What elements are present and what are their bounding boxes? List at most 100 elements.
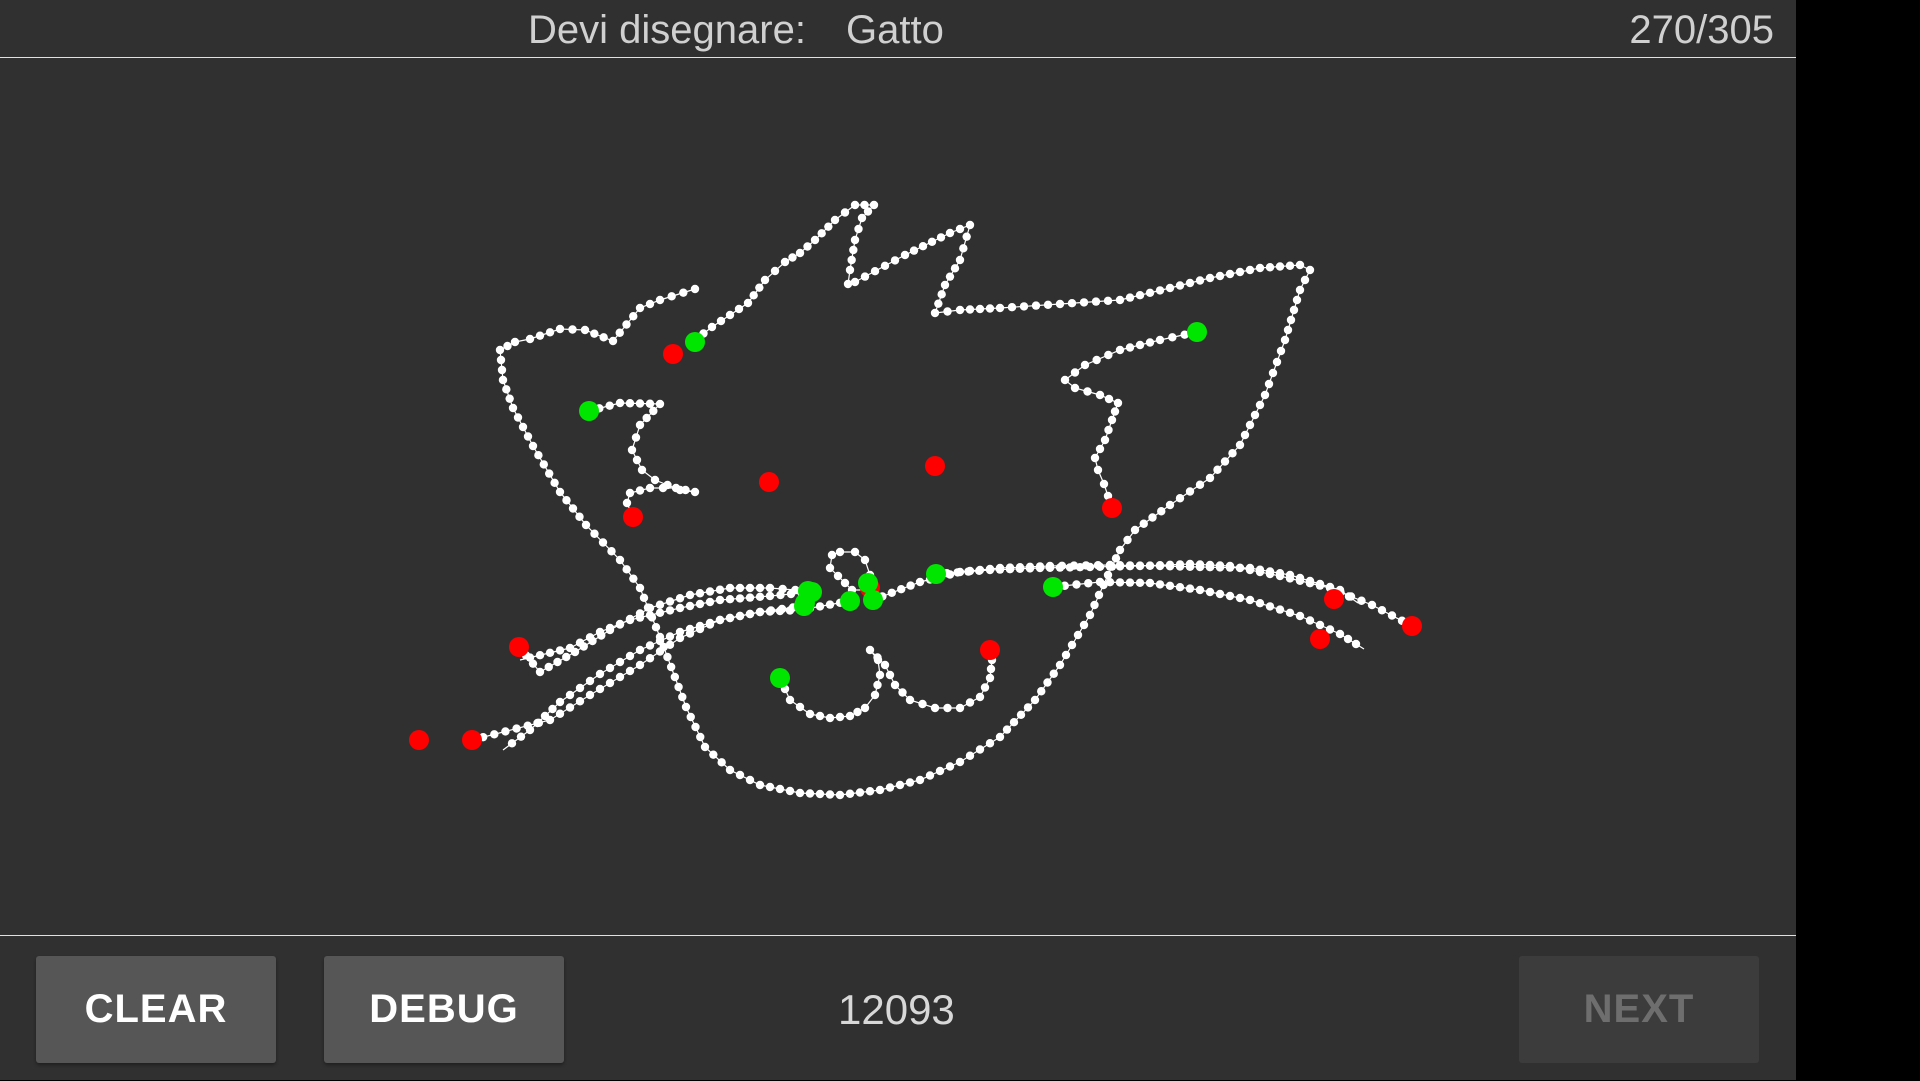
stroke-point [1265, 569, 1275, 579]
stroke-point [535, 667, 545, 677]
stroke-point [1095, 444, 1105, 454]
stroke-point [1005, 565, 1015, 574]
stroke-start-dot [840, 591, 860, 611]
stroke-point [1175, 583, 1185, 592]
stroke-point [965, 751, 975, 760]
stroke-point [1285, 574, 1295, 583]
stroke-point [598, 538, 608, 547]
stroke-point [1195, 585, 1205, 595]
stroke-point [1276, 346, 1286, 356]
stroke-point [508, 403, 518, 413]
stroke-point [1286, 315, 1296, 325]
stroke-point [715, 615, 725, 625]
stroke-line [518, 587, 809, 673]
stroke-point [497, 365, 507, 375]
stroke-start-dot [1043, 577, 1063, 597]
stroke-point [1145, 338, 1155, 347]
stroke-point [502, 385, 511, 394]
stroke-point [785, 606, 795, 615]
stroke-point [755, 592, 765, 601]
stroke-point [1325, 625, 1335, 634]
stroke-point [650, 475, 660, 485]
stroke-point [1255, 567, 1265, 577]
stroke-point [1157, 507, 1166, 516]
stroke-point [505, 394, 514, 403]
stroke-point [545, 648, 555, 657]
stroke-point [880, 660, 890, 670]
stroke-point [735, 611, 745, 621]
stroke-point [575, 697, 585, 706]
stroke-point [523, 432, 533, 441]
stroke-point [1009, 718, 1019, 727]
stroke-point [847, 255, 856, 265]
stroke-point [1079, 620, 1089, 630]
stroke-point [615, 398, 625, 408]
stroke-point [1235, 563, 1245, 573]
stroke-point [555, 697, 565, 707]
stroke-point [1135, 291, 1145, 300]
stroke-point [770, 266, 780, 276]
stroke-point [622, 498, 632, 508]
stroke-point [1090, 600, 1099, 610]
stroke-point [860, 703, 870, 713]
debug-button[interactable]: DEBUG [324, 956, 564, 1063]
stroke-point [625, 615, 635, 625]
whisker-left-4-stroke [471, 596, 855, 742]
stroke-point [615, 672, 625, 682]
stroke-point [667, 292, 676, 301]
stroke-point [655, 295, 665, 305]
stroke-point [1205, 587, 1215, 597]
stroke-point [1225, 561, 1235, 571]
stroke-point [1195, 480, 1205, 489]
stroke-point [765, 591, 775, 601]
stroke-point [1275, 571, 1285, 581]
stroke-point [715, 595, 725, 605]
stroke-point [1295, 611, 1305, 621]
stroke-point [725, 583, 735, 593]
stroke-point [873, 653, 882, 662]
stroke-point [1125, 578, 1135, 587]
stroke-point [1155, 335, 1165, 345]
stroke-point [1103, 296, 1113, 305]
footer-bar: CLEAR DEBUG 12093 NEXT [0, 935, 1796, 1081]
stroke-point [745, 775, 755, 785]
stroke-point [1165, 283, 1175, 293]
stroke-point [743, 298, 753, 308]
stroke-point [1135, 340, 1145, 350]
stroke-point [855, 788, 865, 797]
stroke-point [671, 483, 681, 493]
stroke-point [1105, 562, 1115, 571]
stroke-point [1165, 500, 1175, 510]
stroke-point [835, 547, 845, 557]
stroke-point [625, 399, 635, 408]
next-button[interactable]: NEXT [1519, 956, 1759, 1063]
stroke-point [1268, 368, 1278, 378]
stroke-point [1139, 519, 1148, 528]
stroke-point [663, 652, 672, 662]
stroke-point [691, 722, 700, 732]
stroke-point [1095, 577, 1105, 587]
clear-button[interactable]: CLEAR [36, 956, 276, 1063]
stroke-point [1111, 554, 1121, 563]
stroke-point [1103, 491, 1113, 501]
stroke-point [1305, 579, 1315, 588]
stroke-point [785, 786, 795, 796]
stroke-point [1019, 302, 1029, 311]
stroke-point [675, 633, 685, 643]
stroke-point [905, 778, 915, 787]
stroke-point [635, 645, 645, 655]
stroke-point [1213, 465, 1222, 474]
stroke-start-dot [770, 668, 790, 688]
stroke-point [725, 595, 735, 604]
stroke-point [562, 652, 571, 662]
stroke-point [765, 583, 775, 593]
stroke-point [1115, 545, 1125, 555]
stroke-point [1145, 578, 1155, 588]
stroke-point [1295, 576, 1305, 585]
stroke-point [1215, 589, 1225, 599]
drawing-canvas[interactable] [0, 58, 1796, 934]
stroke-point [755, 780, 765, 790]
stroke-point [678, 692, 687, 702]
stroke-point [685, 601, 695, 611]
stroke-point [1240, 430, 1250, 440]
